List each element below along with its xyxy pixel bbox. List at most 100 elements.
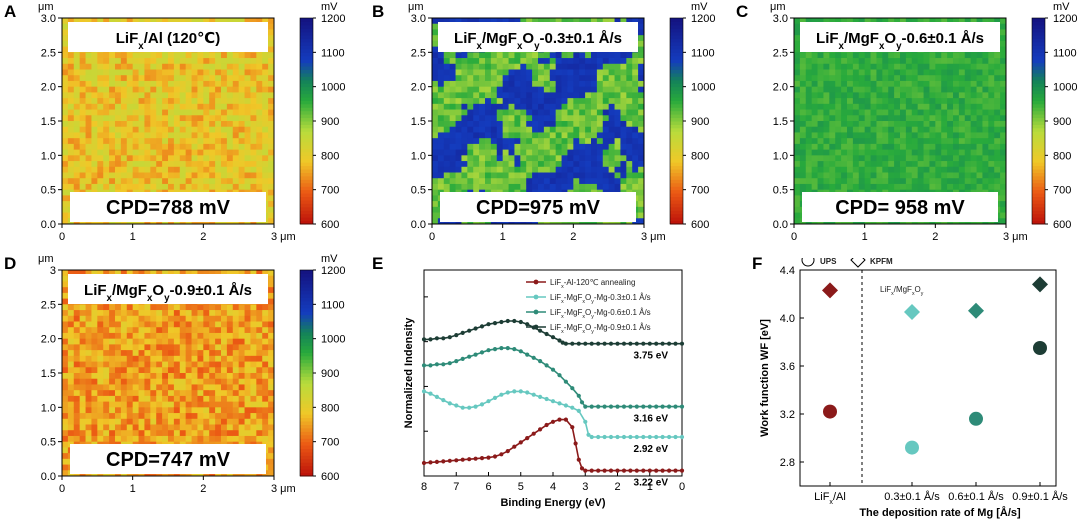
map-cell: [109, 103, 116, 110]
map-cell: [508, 183, 515, 191]
map-cell: [115, 92, 122, 99]
map-cell: [443, 126, 451, 133]
map-cell: [62, 384, 69, 391]
map-cell: [97, 332, 104, 340]
map-cell: [538, 149, 545, 156]
map-cell: [994, 98, 1001, 105]
map-cell: [994, 149, 1001, 156]
map-cell: [156, 338, 163, 345]
map-cell: [632, 132, 639, 139]
colorbar-step: [670, 124, 683, 129]
map-cell: [179, 327, 187, 334]
map-cell: [1000, 143, 1007, 151]
map-cell: [835, 115, 842, 122]
map-cell: [91, 161, 98, 168]
map-cell: [608, 18, 615, 25]
map-cell: [168, 161, 175, 168]
map-cell: [79, 304, 86, 311]
map-cell: [185, 401, 192, 408]
map-cell: [168, 166, 175, 173]
map-cell: [126, 407, 134, 414]
map-cell: [917, 172, 924, 179]
map-cell: [549, 52, 557, 59]
map-cell: [549, 115, 557, 122]
map-cell: [226, 166, 234, 173]
map-cell: [852, 172, 860, 179]
map-cell: [232, 98, 240, 105]
map-cell: [103, 315, 110, 322]
map-cell: [209, 63, 216, 70]
map-cell: [626, 121, 633, 128]
map-cell: [596, 92, 604, 99]
map-cell: [794, 178, 801, 185]
map-cell: [585, 80, 592, 88]
map-cell: [602, 172, 610, 179]
map-cell: [835, 161, 842, 168]
map-cell: [858, 69, 866, 76]
map-cell: [62, 166, 69, 173]
map-cell: [964, 86, 972, 93]
map-cell: [829, 166, 836, 173]
map-cell: [543, 92, 551, 99]
map-cell: [132, 92, 139, 99]
colorbar-step: [670, 175, 683, 180]
map-cell: [221, 126, 228, 133]
map-cell: [461, 149, 468, 156]
map-cell: [591, 183, 598, 191]
map-cell: [900, 138, 907, 145]
map-cell: [1000, 80, 1007, 88]
colorbar-tick-label: 900: [1053, 116, 1071, 128]
map-cell: [97, 435, 104, 443]
map-cell: [91, 149, 98, 156]
colorbar-step: [670, 179, 683, 184]
map-cell: [238, 52, 245, 59]
map-cell: [864, 103, 871, 110]
map-cell: [103, 178, 110, 185]
map-cell: [620, 132, 627, 139]
colorbar-step: [1032, 217, 1045, 222]
map-cell: [573, 63, 580, 70]
map-cell: [168, 304, 175, 311]
map-cell: [561, 103, 568, 110]
map-cell: [526, 69, 533, 76]
map-cell: [911, 109, 919, 116]
map-cell: [173, 327, 181, 334]
map-cell: [567, 149, 574, 156]
map-cell: [132, 418, 139, 425]
map-cell: [864, 58, 871, 65]
map-cell: [432, 138, 439, 145]
map-cell: [847, 18, 854, 25]
map-cell: [953, 58, 960, 65]
map-cell: [823, 149, 830, 156]
map-cell: [847, 143, 854, 151]
map-cell: [490, 103, 498, 110]
map-cell: [62, 355, 69, 362]
map-cell: [62, 407, 69, 414]
map-cell: [162, 178, 169, 185]
map-cell: [85, 132, 92, 139]
map-cell: [1000, 63, 1007, 70]
map-cell: [103, 80, 110, 88]
map-cell: [514, 166, 521, 173]
colorbar-step: [670, 193, 683, 198]
map-cell: [490, 178, 498, 185]
map-cell: [244, 98, 251, 105]
map-cell: [970, 172, 977, 179]
colorbar-step: [670, 186, 683, 191]
map-cell: [173, 92, 181, 99]
map-cell: [79, 63, 86, 70]
map-cell: [994, 69, 1001, 76]
map-cell: [514, 149, 521, 156]
map-cell: [620, 92, 627, 99]
map-cell: [162, 18, 169, 25]
map-cell: [173, 58, 181, 65]
map-cell: [232, 172, 240, 179]
colorbar-tick-label: 1100: [691, 47, 715, 59]
map-cell: [449, 161, 456, 168]
map-cell: [555, 80, 562, 88]
map-cell: [923, 126, 930, 133]
map-cell: [520, 183, 527, 191]
map-cell: [173, 63, 181, 70]
map-cell: [144, 143, 151, 151]
map-cell: [579, 52, 586, 59]
